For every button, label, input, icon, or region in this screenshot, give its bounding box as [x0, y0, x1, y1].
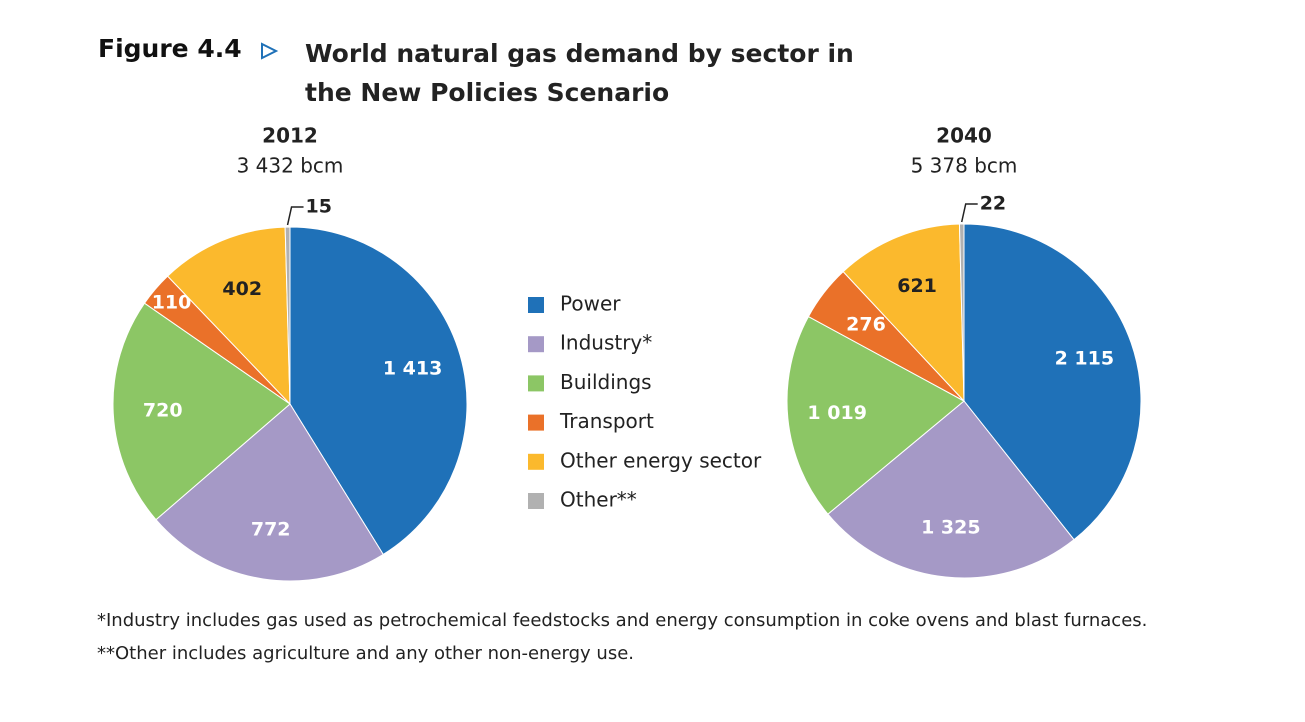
data-label: 22	[980, 193, 1006, 215]
data-label: 720	[143, 399, 183, 421]
legend-swatch	[528, 336, 544, 353]
data-label: 1 413	[383, 358, 443, 380]
pie-title: 2040	[936, 124, 992, 148]
pie-title: 2012	[262, 124, 318, 148]
legend-swatch	[528, 414, 544, 431]
pie-slice	[166, 226, 291, 406]
data-label: 621	[897, 275, 937, 297]
legend-swatch	[528, 297, 544, 313]
data-label: 2 115	[1055, 348, 1115, 370]
data-label: 1 019	[807, 402, 867, 424]
legend-label: Power	[560, 292, 621, 316]
pie-slice	[963, 223, 1142, 541]
pie-subtitle: 3 432 bcm	[237, 154, 344, 178]
figure-title: World natural gas demand by sector in th…	[305, 39, 854, 107]
legend-swatch	[528, 493, 544, 509]
legend-label: Other energy sector	[560, 448, 762, 472]
pie-slice	[842, 223, 965, 403]
pie-slice	[827, 400, 1075, 579]
legend-label: Industry*	[560, 331, 652, 355]
pie-subtitle: 5 378 bcm	[911, 154, 1018, 178]
legend-label: Transport	[559, 409, 654, 433]
data-label: 276	[846, 314, 886, 336]
figure-arrow	[261, 42, 279, 60]
data-label: 15	[306, 196, 332, 218]
pie-slice	[112, 302, 291, 521]
footnote: **Other includes agriculture and any oth…	[97, 643, 634, 664]
data-label: 772	[251, 518, 291, 540]
leader-line	[286, 206, 304, 226]
legend-label: Buildings	[560, 370, 652, 394]
data-label: 110	[152, 291, 192, 313]
data-label: 1 325	[921, 516, 981, 538]
data-label: 402	[222, 278, 262, 300]
footnote: *Industry includes gas used as petrochem…	[97, 610, 1148, 631]
legend-label: Other**	[560, 488, 637, 512]
pie-slice	[289, 226, 468, 556]
pie-slice	[155, 403, 384, 582]
figure-label: Figure 4.4	[98, 34, 242, 63]
pie-slice	[786, 315, 965, 515]
pie-slice	[284, 226, 291, 405]
pie-slice	[958, 223, 965, 402]
legend-swatch	[528, 375, 544, 392]
legend-swatch	[528, 453, 544, 470]
leader-line	[960, 203, 978, 223]
